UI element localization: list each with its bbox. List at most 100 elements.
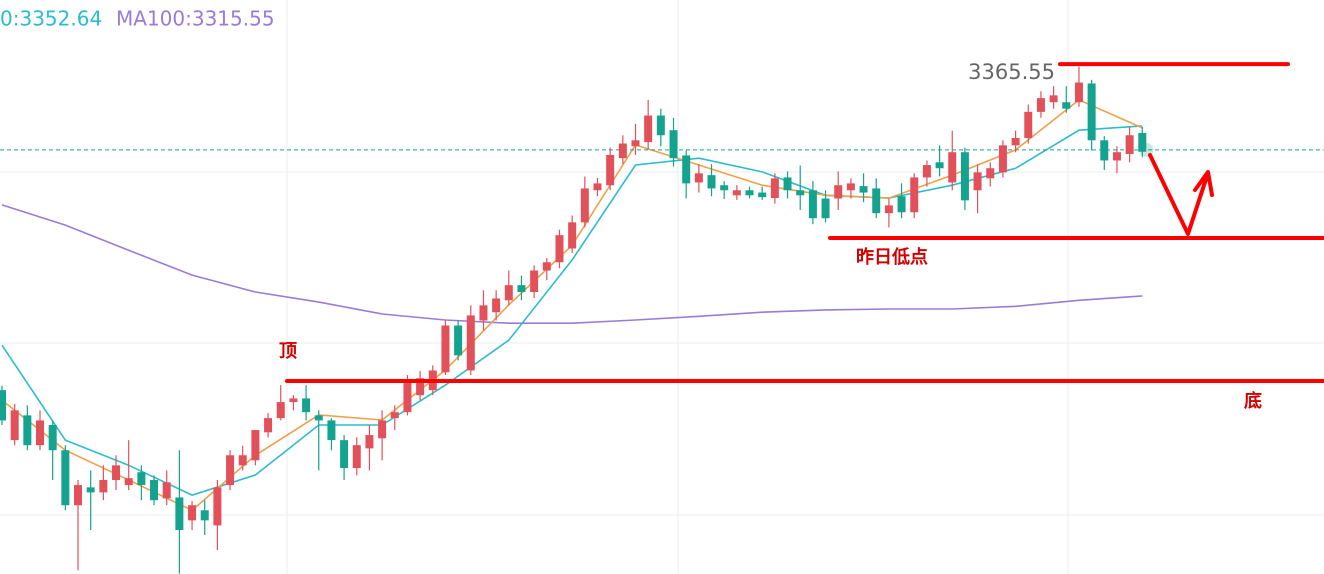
candle-body bbox=[403, 382, 412, 413]
candle-body bbox=[352, 445, 361, 469]
candle-body bbox=[264, 418, 273, 433]
candle-body bbox=[226, 455, 235, 486]
arrow-path bbox=[1148, 153, 1209, 236]
candle-body bbox=[0, 390, 6, 421]
candle-body bbox=[834, 185, 843, 199]
candle-body bbox=[365, 435, 374, 449]
candle-body bbox=[1074, 82, 1083, 103]
candle-body bbox=[378, 420, 387, 439]
candle-body bbox=[745, 190, 754, 196]
candle-body bbox=[707, 175, 716, 189]
candle-body bbox=[175, 497, 184, 530]
candle-body bbox=[1049, 95, 1058, 103]
candle-body bbox=[783, 177, 792, 191]
candle-body bbox=[960, 152, 969, 201]
candle-body bbox=[884, 205, 893, 214]
candle-body bbox=[1100, 140, 1109, 161]
candle-body bbox=[213, 487, 222, 526]
candle-body bbox=[910, 177, 919, 213]
candle-body bbox=[112, 465, 121, 481]
candle-body bbox=[150, 480, 159, 501]
candle-body bbox=[859, 186, 868, 193]
candle-body bbox=[340, 440, 349, 469]
annotation: 顶 bbox=[279, 341, 297, 362]
candle-body bbox=[732, 190, 741, 196]
candle-body bbox=[808, 190, 817, 219]
candle-body bbox=[124, 478, 133, 486]
candle-body bbox=[568, 222, 577, 249]
candle-body bbox=[821, 198, 830, 219]
ma-line bbox=[1, 204, 1143, 324]
candle-body bbox=[314, 415, 323, 421]
candle-body bbox=[986, 168, 995, 179]
candle-body bbox=[846, 183, 855, 191]
candle-body bbox=[580, 188, 589, 223]
annotation: 昨日低点 bbox=[856, 246, 928, 268]
candle-body bbox=[644, 115, 653, 143]
candle-body bbox=[1138, 132, 1147, 152]
candle-body bbox=[517, 285, 526, 293]
candle-body bbox=[289, 398, 298, 403]
ma-line bbox=[1, 125, 1143, 496]
candle-body bbox=[948, 152, 957, 183]
candle-body bbox=[200, 510, 209, 521]
candle-body bbox=[162, 482, 171, 499]
candle-body bbox=[682, 155, 691, 184]
candle-body bbox=[466, 315, 475, 371]
candle-body bbox=[1062, 102, 1071, 109]
candle-body bbox=[897, 196, 906, 213]
candle-body bbox=[555, 235, 564, 263]
candle-body bbox=[251, 430, 260, 461]
legend-entry: 0:3352.64 bbox=[0, 7, 102, 31]
candle-body bbox=[796, 190, 805, 196]
candle-body bbox=[492, 298, 501, 313]
candle-body bbox=[593, 183, 602, 191]
ma-line bbox=[1, 98, 1143, 512]
annotation: 底 bbox=[1244, 390, 1262, 412]
candle-body bbox=[454, 325, 463, 356]
candle-body bbox=[1112, 152, 1121, 161]
candle-body bbox=[1036, 98, 1045, 112]
annotation: 3365.55 bbox=[968, 60, 1055, 84]
candle-body bbox=[973, 172, 982, 191]
candle-body bbox=[669, 130, 678, 159]
arrow-head bbox=[1193, 170, 1214, 197]
candle-body bbox=[74, 485, 83, 506]
candle-body bbox=[1024, 111, 1033, 138]
candle-body bbox=[441, 325, 450, 373]
candle-body bbox=[479, 305, 488, 321]
candle-body bbox=[99, 480, 108, 493]
candle-body bbox=[86, 487, 95, 493]
candle-body bbox=[720, 185, 729, 191]
price-layer bbox=[0, 66, 1324, 574]
candle-body bbox=[631, 140, 640, 147]
candle-body bbox=[36, 420, 45, 446]
candle-body bbox=[872, 188, 881, 214]
candle-body bbox=[504, 285, 513, 301]
candle-body bbox=[416, 378, 425, 396]
candle-body bbox=[935, 162, 944, 169]
candle-body bbox=[656, 115, 665, 136]
candle-body bbox=[327, 420, 336, 441]
candle-body bbox=[770, 178, 779, 199]
candle-body bbox=[1011, 137, 1020, 146]
candle-body bbox=[998, 145, 1007, 173]
candle-body bbox=[302, 398, 311, 413]
candle-body bbox=[238, 455, 247, 466]
candle-body bbox=[48, 424, 57, 451]
candle-body bbox=[188, 505, 197, 521]
candle-body bbox=[390, 412, 399, 419]
candle-body bbox=[276, 402, 285, 419]
candle-body bbox=[530, 270, 539, 293]
candle-body bbox=[694, 173, 703, 183]
candle-body bbox=[137, 472, 146, 486]
candle-body bbox=[1125, 135, 1134, 155]
candle-body bbox=[10, 410, 19, 441]
candle-body bbox=[1087, 83, 1096, 141]
arrow bbox=[1148, 153, 1214, 236]
legend-entry: MA100:3315.55 bbox=[116, 7, 275, 31]
